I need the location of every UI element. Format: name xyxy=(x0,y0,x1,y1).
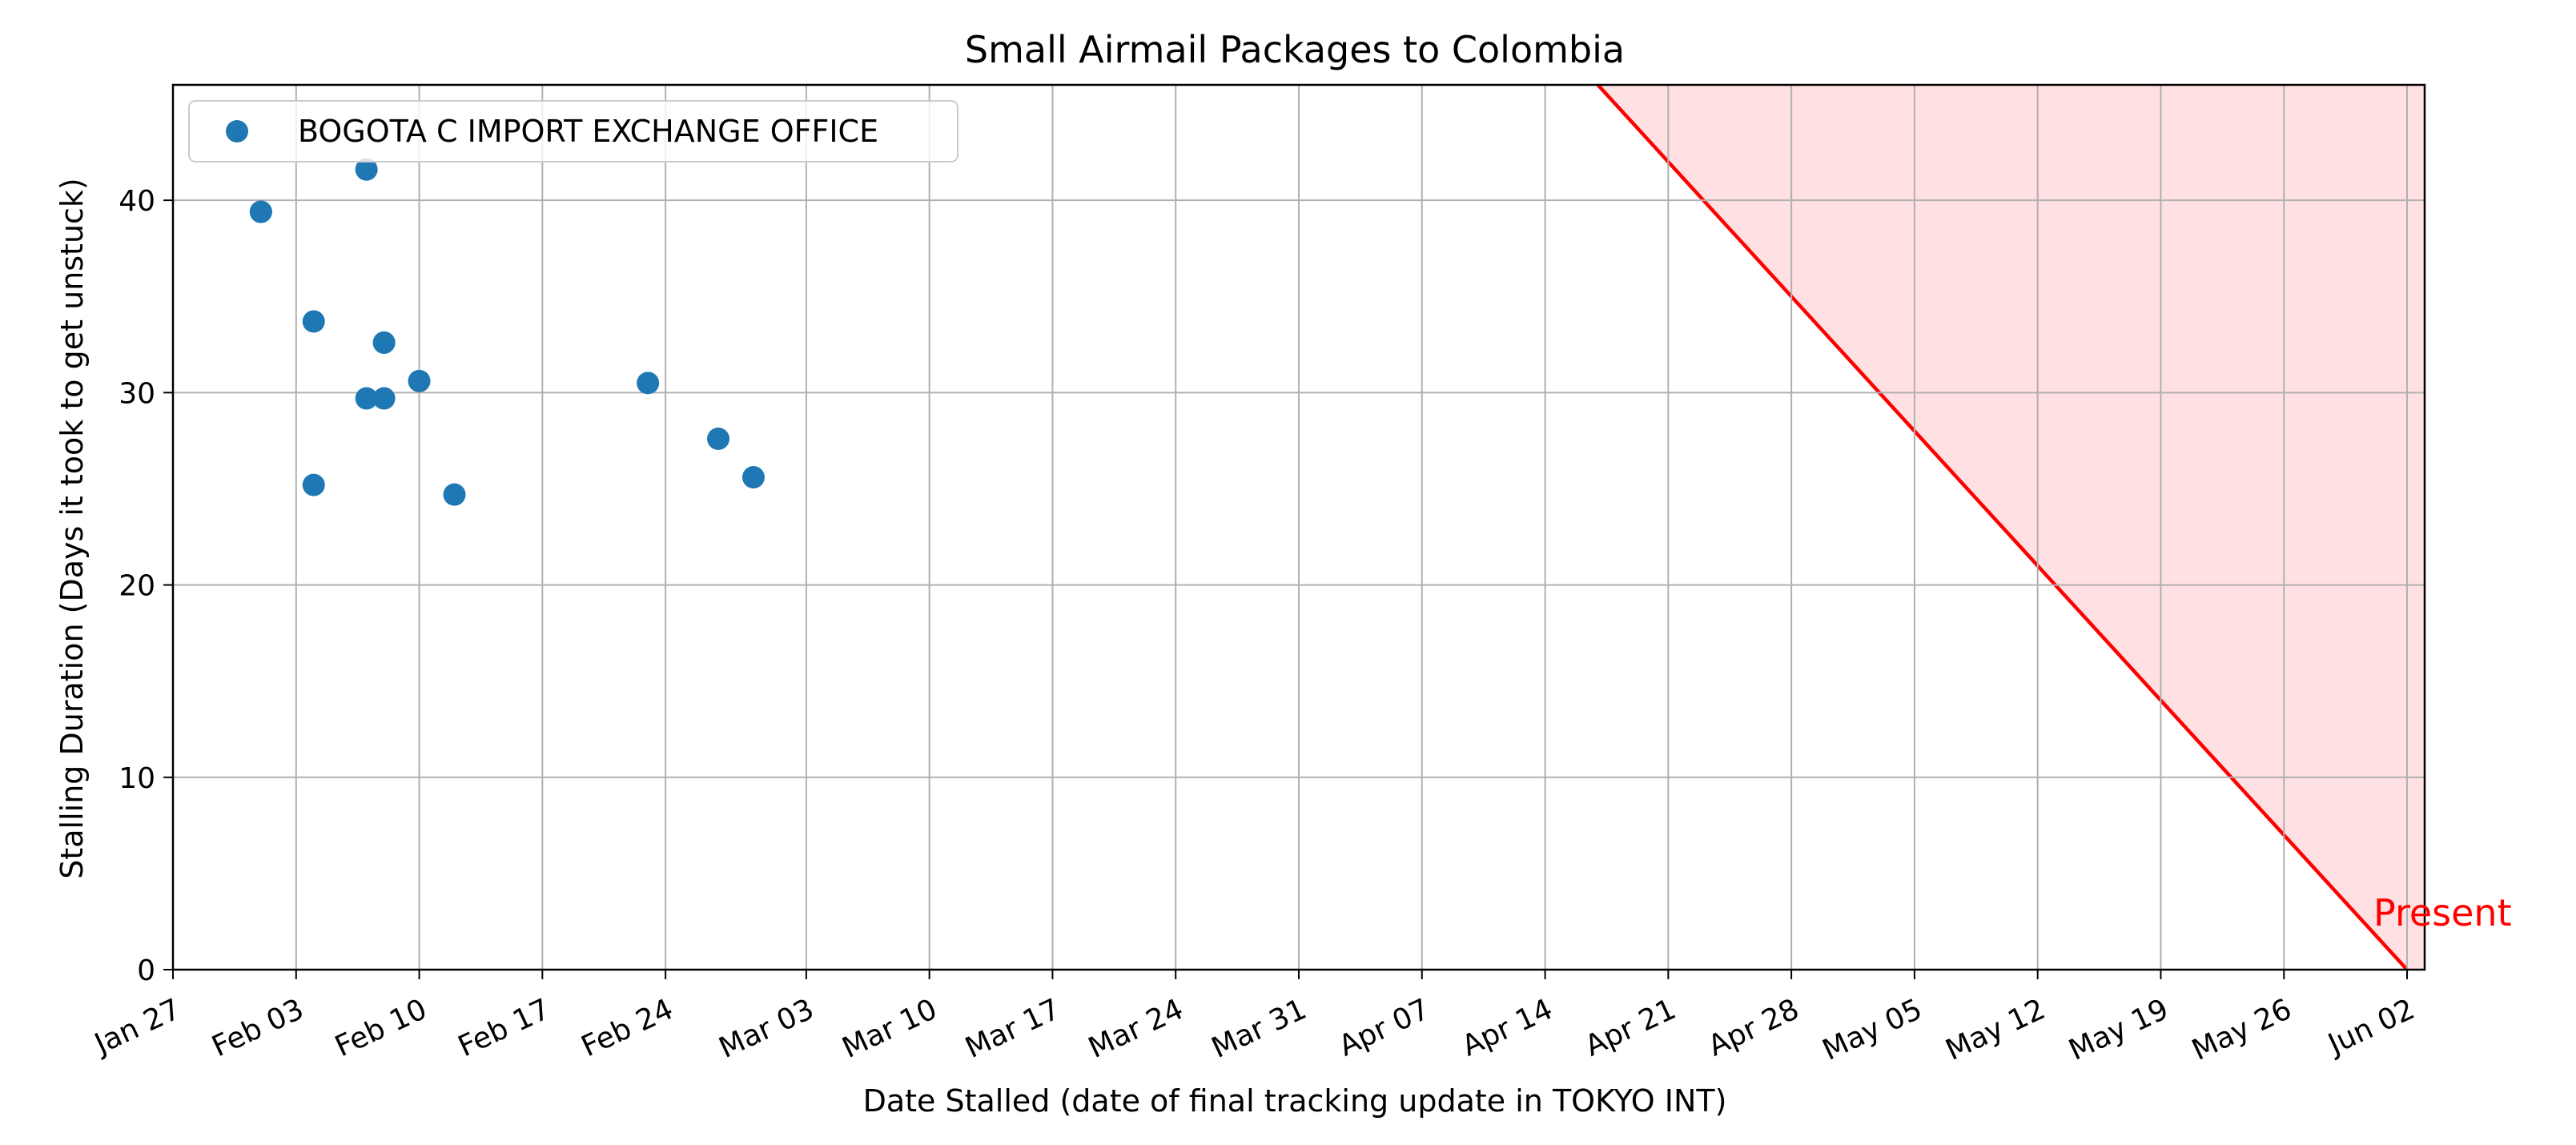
y-tick-label: 30 xyxy=(119,377,155,410)
x-tick-label: Mar 31 xyxy=(1207,993,1312,1065)
x-tick-label: Mar 17 xyxy=(960,993,1065,1065)
data-point xyxy=(302,310,325,333)
x-tick-label: Apr 21 xyxy=(1580,993,1681,1063)
future-region xyxy=(1597,85,2425,970)
x-tick-label: May 26 xyxy=(2187,993,2297,1067)
present-line xyxy=(1596,85,2409,970)
y-tick-label: 0 xyxy=(137,954,155,987)
reference-layer xyxy=(1596,85,2425,970)
x-tick-label: Apr 07 xyxy=(1334,993,1435,1063)
data-point xyxy=(355,387,378,410)
scatter-points xyxy=(249,158,765,506)
data-point xyxy=(443,483,466,506)
x-axis: Jan 27 Feb 03 Feb 10 Feb 17 Feb 24 Mar 03 Mar … xyxy=(88,970,2420,1067)
data-point xyxy=(355,158,378,181)
data-point xyxy=(408,369,431,392)
data-point xyxy=(302,473,325,496)
x-tick-label: Jan 27 xyxy=(88,993,185,1062)
x-tick-label: Mar 24 xyxy=(1083,993,1188,1065)
x-tick-label: Feb 10 xyxy=(330,993,432,1063)
y-axis-label: Stalling Duration (Days it took to get u… xyxy=(54,178,90,879)
y-tick-label: 20 xyxy=(119,570,155,603)
data-point xyxy=(249,200,272,223)
x-tick-label: Feb 24 xyxy=(577,993,678,1063)
x-tick-label: Apr 14 xyxy=(1457,993,1558,1063)
x-tick-label: Mar 03 xyxy=(714,993,819,1065)
x-tick-label: Feb 17 xyxy=(453,993,555,1063)
x-tick-label: Mar 10 xyxy=(838,993,942,1065)
x-tick-label: Feb 03 xyxy=(207,993,309,1063)
legend-label: BOGOTA C IMPORT EXCHANGE OFFICE xyxy=(298,114,878,149)
x-tick-label: May 19 xyxy=(2064,993,2174,1067)
present-annotation: Present xyxy=(2373,891,2512,934)
x-axis-label: Date Stalled (date of final tracking upd… xyxy=(863,1083,1727,1119)
grid-lines xyxy=(172,85,2425,970)
x-tick-label: Jun 02 xyxy=(2322,993,2420,1062)
x-tick-label: Apr 28 xyxy=(1703,993,1804,1063)
y-axis: 0 10 20 30 40 xyxy=(119,185,173,987)
data-point xyxy=(372,387,396,410)
data-point xyxy=(741,466,765,489)
y-tick-label: 40 xyxy=(119,185,155,218)
x-tick-label: May 05 xyxy=(1818,993,1927,1067)
data-point xyxy=(637,372,660,395)
chart-title: Small Airmail Packages to Colombia xyxy=(965,28,1625,71)
x-tick-label: May 12 xyxy=(1941,993,2051,1067)
data-point xyxy=(372,331,396,354)
legend: BOGOTA C IMPORT EXCHANGE OFFICE xyxy=(188,100,958,163)
legend-box xyxy=(188,100,958,163)
data-point xyxy=(707,428,730,450)
y-tick-label: 10 xyxy=(119,762,155,795)
legend-marker xyxy=(226,120,248,143)
